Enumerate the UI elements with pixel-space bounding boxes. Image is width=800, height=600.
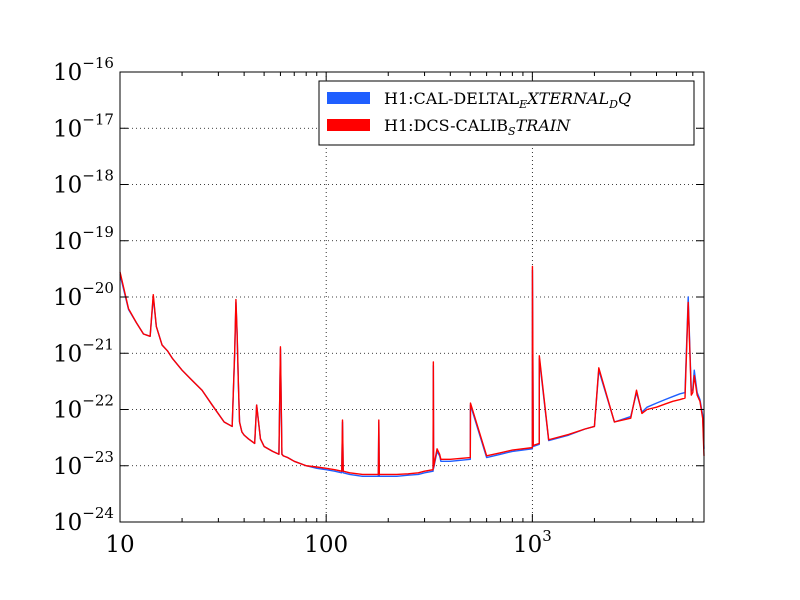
y-tick-labels: 10−16 10−17 10−18 10−19 10−20 10−21 10−22 10−23…	[53, 54, 114, 536]
series-lines	[119, 265, 705, 477]
y-tick-label: 10−23	[53, 448, 114, 480]
y-tick-label: 10−21	[53, 335, 114, 367]
y-tick-label: 10−18	[53, 167, 114, 199]
y-tick-label: 10−17	[53, 110, 114, 142]
legend-box	[318, 80, 695, 146]
legend-swatch-2	[327, 119, 370, 131]
y-tick-label: 10−20	[53, 279, 114, 311]
x-tick-label: 10	[105, 532, 134, 558]
legend-label-1: H1:CAL-DELTALEXTERNALDQ	[384, 89, 631, 111]
y-tick-label: 10−24	[53, 504, 114, 536]
legend: H1:CAL-DELTALEXTERNALDQ H1:DCS-CALIBSTRAI…	[318, 80, 695, 146]
y-tick-label: 10−16	[53, 54, 114, 86]
x-tick-label: 103	[513, 527, 552, 558]
x-tick-label: 100	[304, 532, 348, 558]
axis-ticks	[119, 71, 704, 523]
series-line-1	[119, 269, 705, 477]
y-tick-label: 10−19	[53, 223, 114, 255]
legend-label-2: H1:DCS-CALIBSTRAIN	[384, 116, 571, 138]
x-tick-labels: 10 100 103	[105, 527, 551, 558]
legend-swatch-1	[327, 92, 370, 104]
series-line-2	[119, 265, 705, 476]
y-tick-label: 10−22	[53, 392, 114, 424]
